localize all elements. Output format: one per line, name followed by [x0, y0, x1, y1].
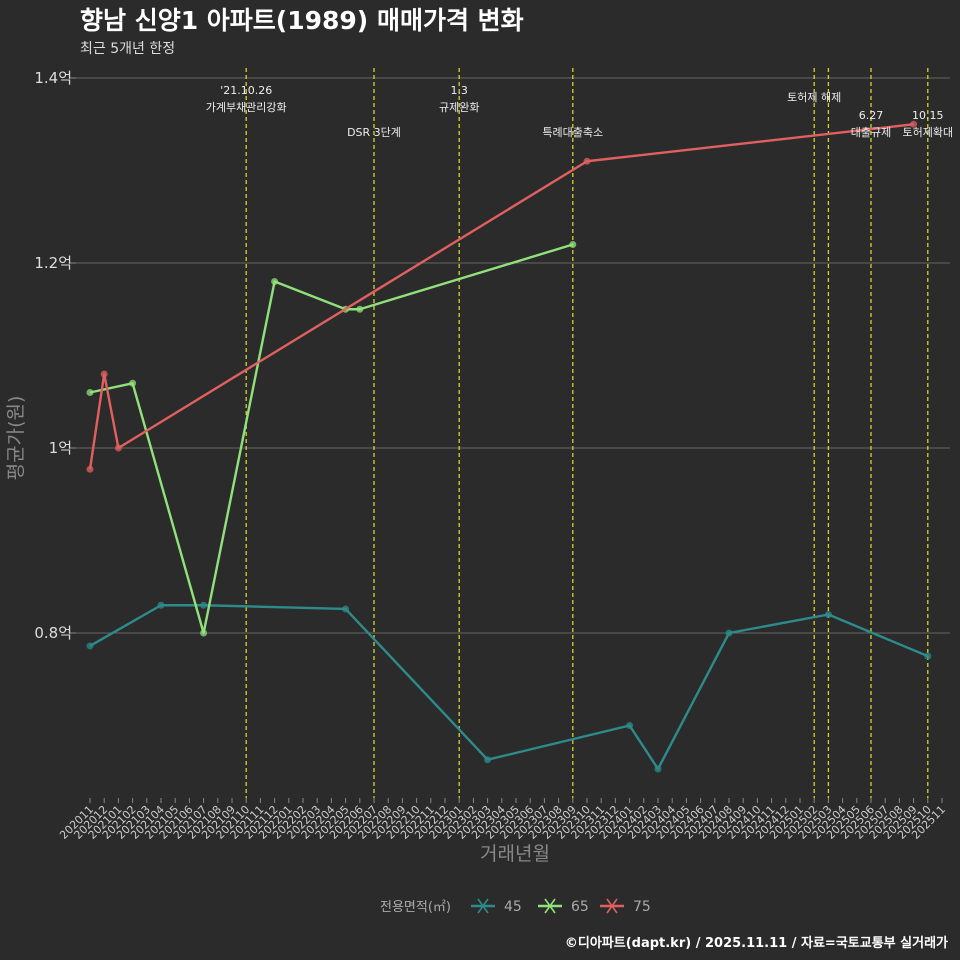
legend-cross-icon-75: [606, 898, 618, 914]
point-45-202104: [157, 601, 165, 609]
point-75-202101: [114, 444, 122, 452]
data-series: [86, 120, 932, 773]
point-65-202206: [356, 305, 364, 313]
point-65-202112: [271, 278, 279, 285]
legend-cross-icon-45: [477, 898, 489, 914]
series-line-75: [88, 123, 914, 470]
policy-label-202502-0: 토허제 해제: [787, 90, 841, 104]
x-axis-title: 거래년월: [480, 843, 550, 865]
legend-label-65: 65: [571, 899, 589, 915]
legend-cross-icon-65: [544, 898, 556, 914]
policy-label-202510-0: 10.15: [912, 109, 944, 122]
policy-label-202510-1: 토허제확대: [902, 126, 953, 139]
policy-label-202110-0: '21.10.26: [220, 84, 272, 97]
point-45-202303: [484, 756, 492, 764]
point-45-202503: [824, 611, 832, 618]
policy-label-202309-0: 특례대출축소: [542, 126, 603, 139]
grid-lines: [76, 77, 950, 634]
policy-label-202506-0: 6.27: [859, 109, 884, 122]
point-75-202012: [100, 370, 108, 378]
point-65-202107: [200, 629, 208, 637]
policy-label-202207-0: DSR 3단계: [347, 126, 401, 139]
legend-label-75: 75: [633, 899, 651, 915]
point-45-202205: [342, 605, 350, 613]
x-axis-ticks: 2020112020122021012021022021032021042021…: [57, 798, 948, 842]
point-75-202011: [86, 465, 94, 473]
point-45-202107: [200, 601, 208, 609]
point-45-202403: [654, 765, 662, 773]
point-45-202401: [626, 722, 634, 729]
series-line-65: [89, 243, 574, 635]
point-65-202102: [129, 379, 137, 387]
legend: 전용면적(㎡) 45 65 75: [380, 898, 651, 915]
policy-label-202506-1: 대출규제: [851, 126, 891, 139]
y-axis-title: 평균가(원): [5, 396, 27, 481]
y-axis-ticks: 0.8억 1억 1.2억 1.4억: [34, 69, 76, 642]
legend-title: 전용면적(㎡): [380, 900, 451, 915]
point-45-202011: [86, 642, 94, 650]
ytick-label-1: 1억: [49, 439, 72, 457]
source-caption: ©디아파트(dapt.kr) / 2025.11.11 / 자료=국토교통부 실…: [565, 935, 948, 951]
ytick-label-3: 1.4억: [34, 69, 72, 87]
ytick-label-0: 0.8억: [34, 624, 72, 642]
legend-label-45: 45: [504, 899, 522, 915]
policy-label-202301-0: 1.3: [450, 84, 468, 97]
policy-label-202301-1: 규제완화: [439, 101, 479, 114]
point-45-202408: [725, 629, 733, 637]
ytick-label-2: 1.2억: [34, 254, 72, 272]
point-65-202011: [86, 389, 94, 396]
point-75-202310: [583, 157, 591, 165]
policy-label-202110-1: 가계부채관리강화: [206, 101, 287, 114]
chart-subtitle: 최근 5개년 한정: [80, 41, 175, 57]
chart-title: 향남 신양1 아파트(1989) 매매가격 변화: [80, 6, 524, 35]
series-line-45: [89, 604, 929, 771]
policy-lines: [245, 68, 929, 798]
point-65-202309: [569, 241, 577, 248]
point-75-202509: [910, 120, 918, 128]
point-45-202510: [924, 652, 932, 660]
